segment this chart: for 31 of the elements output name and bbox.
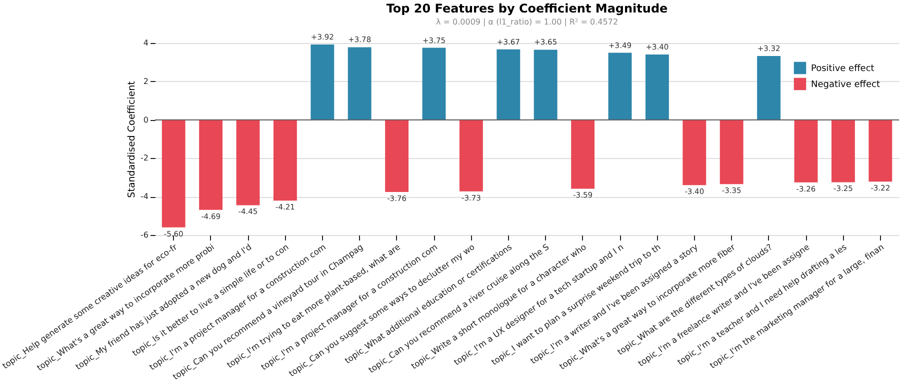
bar	[273, 120, 297, 201]
bar	[571, 120, 595, 189]
bar	[459, 120, 483, 192]
bar	[608, 52, 632, 120]
y-tick-label: -6	[140, 230, 148, 240]
legend-label: Negative effect	[811, 80, 880, 90]
bar	[534, 50, 558, 120]
chart-subtitle: λ = 0.0009 | α (l1_ratio) = 1.00 | R² = 0.4572	[436, 18, 618, 27]
bar	[162, 120, 186, 228]
bar	[310, 44, 334, 120]
bar	[831, 120, 855, 182]
bar	[794, 120, 818, 182]
bar	[236, 120, 260, 206]
chart-title: Top 20 Features by Coefficient Magnitude	[386, 2, 668, 16]
bar	[757, 56, 781, 120]
bar	[720, 120, 744, 184]
bar	[868, 120, 892, 182]
y-tick-label: 4	[143, 38, 148, 48]
bar	[682, 120, 706, 186]
bar	[199, 120, 223, 210]
legend-label: Positive effect	[811, 64, 875, 74]
y-axis-title: Standardised Coefficient	[126, 80, 138, 198]
y-tick-label: -4	[140, 192, 148, 202]
y-tick-label: 0	[143, 115, 148, 124]
bar	[496, 49, 520, 120]
bar	[348, 47, 372, 120]
y-tick-label: 2	[143, 76, 148, 86]
bar	[385, 120, 409, 192]
bar	[645, 54, 669, 120]
y-tick-label: -2	[140, 154, 148, 163]
bar	[422, 48, 446, 120]
